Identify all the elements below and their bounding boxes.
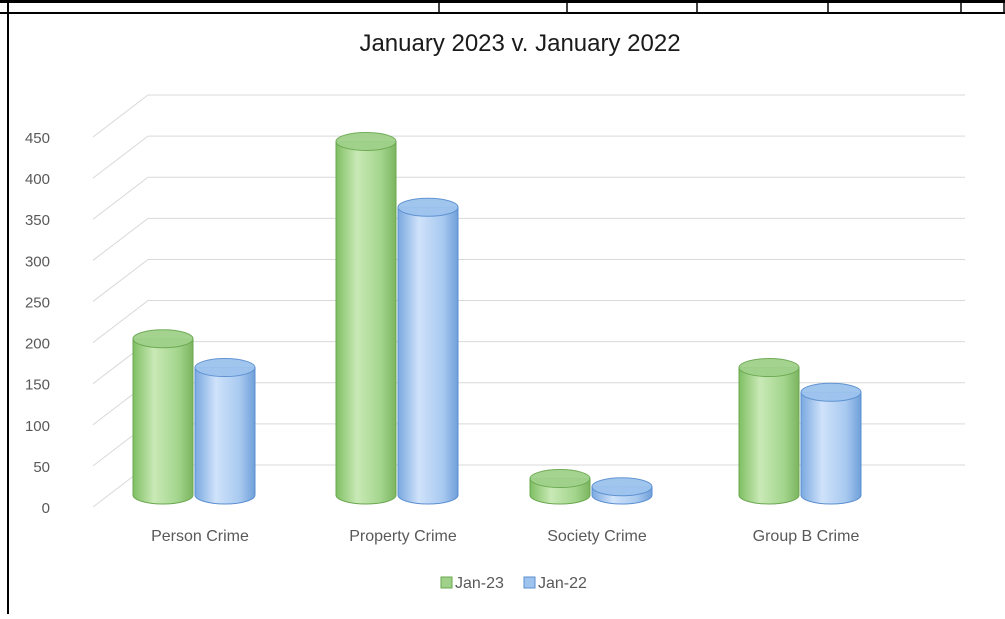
x-axis-labels: Person Crime Property Crime Society Crime G… — [151, 528, 859, 545]
chart-title: January 2023 v. January 2022 — [359, 30, 681, 57]
y-tick-label: 100 — [25, 418, 50, 435]
legend-swatch — [523, 576, 536, 589]
y-axis-ticks: 0 50 100 150 200 250 300 350 400 450 — [25, 130, 50, 517]
y-tick-label: 250 — [25, 294, 50, 311]
bar-jan-23-property-crime — [335, 131, 397, 505]
bar-jan-23-person-crime — [132, 329, 194, 505]
bar-jan-22-person-crime — [194, 358, 256, 505]
y-tick-label: 50 — [33, 459, 50, 476]
x-tick-label: Property Crime — [349, 528, 457, 545]
bar-jan-22-property-crime — [397, 197, 459, 505]
x-tick-label: Group B Crime — [753, 528, 860, 545]
legend-label: Jan-23 — [455, 575, 504, 592]
x-tick-label: Person Crime — [151, 528, 249, 545]
y-tick-label: 150 — [25, 377, 50, 394]
gridline — [92, 135, 965, 179]
bar-jan-23-society-crime — [529, 469, 591, 505]
bar-jan-22-group-b-crime — [800, 382, 862, 505]
gridline — [92, 176, 965, 220]
bar-jan-23-group-b-crime — [738, 358, 800, 505]
gridline — [92, 94, 965, 138]
gridline — [92, 258, 965, 302]
bar-jan-22-society-crime — [591, 477, 653, 505]
y-tick-label: 350 — [25, 212, 50, 229]
gridline — [92, 217, 965, 261]
gridline — [92, 300, 965, 343]
legend-label: Jan-22 — [538, 575, 587, 592]
y-tick-label: 300 — [25, 253, 50, 270]
legend: Jan-23 Jan-22 — [440, 575, 587, 592]
legend-swatch — [440, 576, 453, 589]
y-tick-label: 400 — [25, 171, 50, 188]
y-tick-label: 450 — [25, 130, 50, 147]
y-tick-label: 0 — [42, 500, 50, 517]
y-tick-label: 200 — [25, 336, 50, 353]
bars — [132, 131, 862, 505]
x-tick-label: Society Crime — [547, 528, 647, 545]
